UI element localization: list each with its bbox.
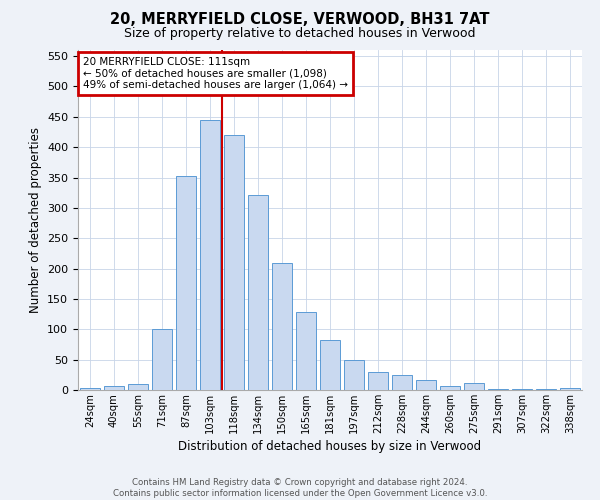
- Bar: [272, 262, 292, 390]
- Bar: [392, 376, 412, 390]
- Bar: [464, 384, 484, 390]
- Bar: [224, 135, 244, 390]
- Text: 20, MERRYFIELD CLOSE, VERWOOD, BH31 7AT: 20, MERRYFIELD CLOSE, VERWOOD, BH31 7AT: [110, 12, 490, 28]
- Bar: [320, 340, 340, 390]
- Bar: [296, 312, 316, 390]
- Bar: [368, 372, 388, 390]
- Bar: [248, 194, 268, 390]
- Bar: [416, 380, 436, 390]
- Bar: [104, 386, 124, 390]
- Bar: [488, 389, 508, 390]
- Bar: [344, 360, 364, 390]
- Bar: [200, 120, 220, 390]
- X-axis label: Distribution of detached houses by size in Verwood: Distribution of detached houses by size …: [178, 440, 482, 453]
- Bar: [440, 386, 460, 390]
- Bar: [560, 388, 580, 390]
- Bar: [128, 384, 148, 390]
- Text: Size of property relative to detached houses in Verwood: Size of property relative to detached ho…: [124, 28, 476, 40]
- Bar: [152, 330, 172, 390]
- Bar: [80, 388, 100, 390]
- Bar: [176, 176, 196, 390]
- Y-axis label: Number of detached properties: Number of detached properties: [29, 127, 41, 313]
- Text: 20 MERRYFIELD CLOSE: 111sqm
← 50% of detached houses are smaller (1,098)
49% of : 20 MERRYFIELD CLOSE: 111sqm ← 50% of det…: [83, 57, 348, 90]
- Text: Contains HM Land Registry data © Crown copyright and database right 2024.
Contai: Contains HM Land Registry data © Crown c…: [113, 478, 487, 498]
